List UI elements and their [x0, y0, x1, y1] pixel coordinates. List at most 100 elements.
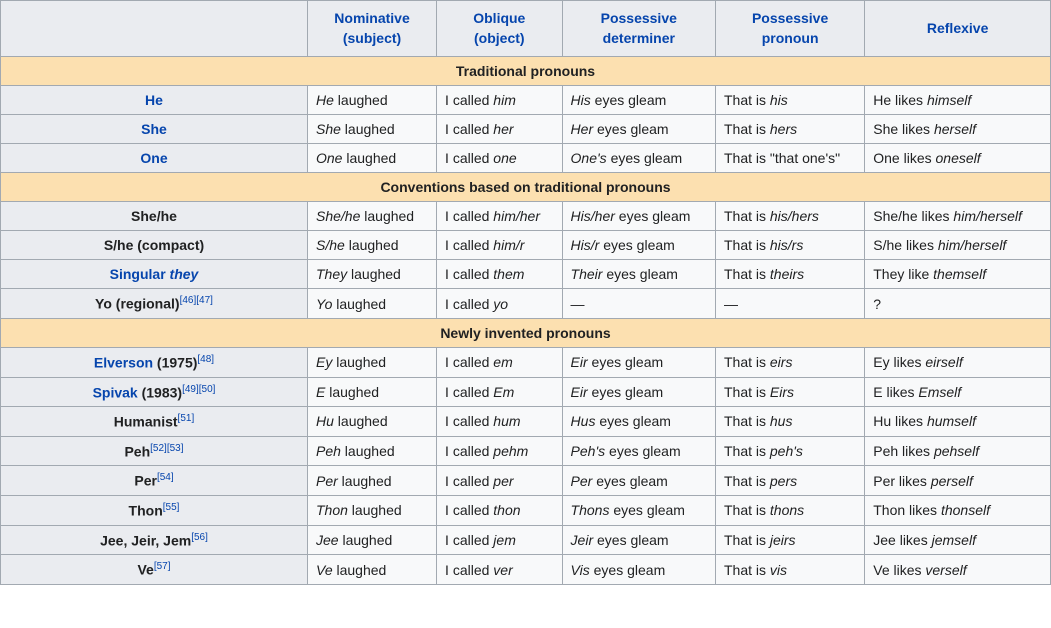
text-span: I called — [445, 562, 493, 578]
text-span: I called — [445, 208, 493, 224]
text-span: His/her — [571, 208, 615, 224]
reference-link[interactable]: [47] — [196, 295, 213, 306]
data-cell: That is pers — [715, 466, 864, 496]
text-span: him — [493, 92, 516, 108]
data-cell: S/he likes him/herself — [865, 231, 1051, 260]
wiki-link[interactable]: One — [140, 150, 167, 166]
text-span: Per — [571, 473, 593, 489]
wiki-link[interactable]: Elverson — [94, 355, 153, 371]
wiki-link[interactable]: He — [145, 92, 163, 108]
table-row: Ve[57]Ve laughedI called verVis eyes gle… — [1, 555, 1051, 585]
text-span: Eirs — [770, 384, 794, 400]
data-cell: Ve laughed — [308, 555, 437, 585]
text-span: laughed — [325, 384, 379, 400]
data-cell: Jeir eyes gleam — [562, 525, 715, 555]
reference[interactable]: [57] — [154, 561, 171, 572]
text-span: Their — [571, 266, 603, 282]
data-cell: I called him — [437, 86, 563, 115]
text-span: eyes gleam — [595, 413, 670, 429]
text-span: eyes gleam — [590, 562, 665, 578]
text-span: laughed — [345, 237, 399, 253]
reference-link[interactable]: [54] — [157, 472, 174, 483]
reference-link[interactable]: [46] — [180, 295, 197, 306]
text-span: Jeir — [571, 532, 594, 548]
text-span: eyes gleam — [588, 384, 663, 400]
text-span: her — [493, 121, 513, 137]
text-span: eyes gleam — [591, 92, 666, 108]
table-row: HeHe laughedI called himHis eyes gleamTh… — [1, 86, 1051, 115]
row-header: Humanist[51] — [1, 407, 308, 437]
table-row: S/he (compact)S/he laughedI called him/r… — [1, 231, 1051, 260]
wiki-link[interactable]: She — [141, 121, 167, 137]
text-span: eyes gleam — [609, 502, 684, 518]
text-span: I called — [445, 443, 493, 459]
data-cell: ? — [865, 289, 1051, 319]
text-span: Yo (regional) — [95, 296, 180, 312]
reference-link[interactable]: [50] — [199, 384, 216, 395]
text-span: E likes — [873, 384, 918, 400]
data-cell: That is vis — [715, 555, 864, 585]
reference[interactable]: [55] — [163, 502, 180, 513]
reference[interactable]: [54] — [157, 472, 174, 483]
reference[interactable]: [51] — [178, 413, 195, 424]
reference[interactable]: [46] — [180, 295, 197, 306]
text-span: Ve — [316, 562, 333, 578]
row-header: Elverson (1975)[48] — [1, 347, 308, 377]
col-header-1[interactable]: Oblique(object) — [437, 1, 563, 57]
text-span: Hu — [316, 413, 334, 429]
table-row: OneOne laughedI called oneOne's eyes gle… — [1, 144, 1051, 173]
reference[interactable]: [47] — [196, 295, 213, 306]
reference-link[interactable]: [56] — [191, 532, 208, 543]
text-span: One likes — [873, 150, 935, 166]
data-cell: I called ver — [437, 555, 563, 585]
table-row: Per[54]Per laughedI called perPer eyes g… — [1, 466, 1051, 496]
reference-link[interactable]: [57] — [154, 561, 171, 572]
data-cell: I called yo — [437, 289, 563, 319]
text-span: That is — [724, 473, 770, 489]
text-span: humself — [927, 413, 976, 429]
text-span: She/he — [131, 208, 177, 224]
data-cell: That is his/hers — [715, 202, 864, 231]
text-span: E — [316, 384, 325, 400]
reference-link[interactable]: [55] — [163, 502, 180, 513]
col-header-0[interactable]: Nominative(subject) — [308, 1, 437, 57]
text-span: him/herself — [938, 237, 1006, 253]
reference[interactable]: [53] — [167, 443, 184, 454]
text-span: She/he — [316, 208, 360, 224]
wiki-link[interactable]: they — [170, 266, 199, 282]
text-span: One's — [571, 150, 607, 166]
data-cell: That is "that one's" — [715, 144, 864, 173]
reference[interactable]: [49] — [182, 384, 199, 395]
data-cell: I called per — [437, 466, 563, 496]
reference-link[interactable]: [51] — [178, 413, 195, 424]
text-span: Thon likes — [873, 502, 941, 518]
text-span: S/he — [316, 237, 345, 253]
reference-link[interactable]: [49] — [182, 384, 199, 395]
reference[interactable]: [56] — [191, 532, 208, 543]
text-span: Ve likes — [873, 562, 925, 578]
text-span: yo — [493, 296, 508, 312]
text-span: thonself — [941, 502, 990, 518]
reference[interactable]: [52] — [150, 443, 167, 454]
table-row: Singular theyThey laughedI called themTh… — [1, 260, 1051, 289]
wiki-link[interactable]: Singular — [110, 266, 170, 282]
table-row: Jee, Jeir, Jem[56]Jee laughedI called je… — [1, 525, 1051, 555]
text-span: Ve — [137, 562, 153, 578]
text-span: Peh's — [571, 443, 606, 459]
data-cell: I called them — [437, 260, 563, 289]
text-span: Peh — [124, 443, 150, 459]
reference-link[interactable]: [48] — [197, 354, 214, 365]
reference[interactable]: [48] — [197, 354, 214, 365]
reference-link[interactable]: [53] — [167, 443, 184, 454]
col-header-4[interactable]: Reflexive — [865, 1, 1051, 57]
data-cell: They like themself — [865, 260, 1051, 289]
reference[interactable]: [50] — [199, 384, 216, 395]
wiki-link[interactable]: Spivak — [93, 384, 138, 400]
reference-link[interactable]: [52] — [150, 443, 167, 454]
data-cell: That is hus — [715, 407, 864, 437]
col-header-2[interactable]: Possessivedeterminer — [562, 1, 715, 57]
data-cell: Vis eyes gleam — [562, 555, 715, 585]
col-header-3[interactable]: Possessivepronoun — [715, 1, 864, 57]
text-span: That is — [724, 562, 770, 578]
text-span: That is "that one's" — [724, 150, 840, 166]
